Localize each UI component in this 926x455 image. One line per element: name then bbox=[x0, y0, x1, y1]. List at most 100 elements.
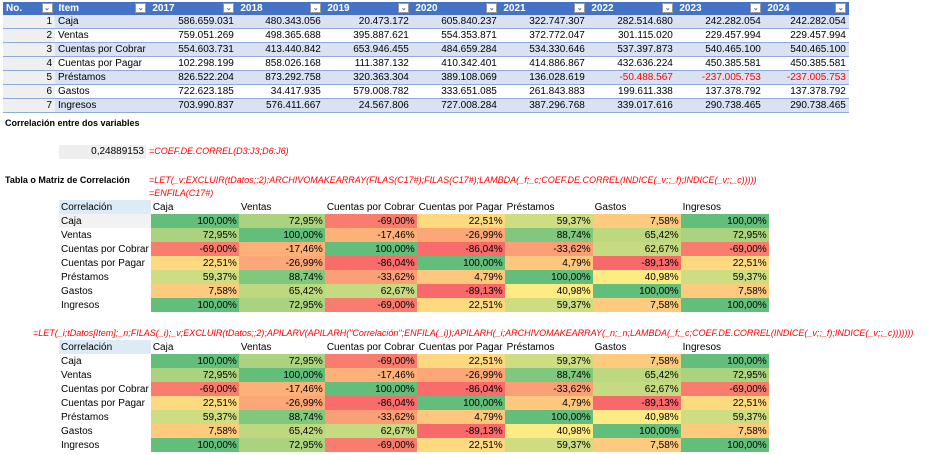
value-cell[interactable]: 450.385.581 bbox=[675, 56, 764, 71]
value-cell[interactable]: 301.115.020 bbox=[587, 28, 676, 43]
matrix-cell[interactable]: -89,13% bbox=[416, 284, 505, 298]
row-number[interactable]: 5 bbox=[3, 70, 55, 85]
matrix-cell[interactable]: 62,67% bbox=[592, 382, 681, 396]
matrix-cell[interactable]: -33,62% bbox=[504, 382, 593, 396]
matrix-cell[interactable]: -17,46% bbox=[324, 228, 417, 242]
matrix-cell[interactable]: 22,51% bbox=[680, 256, 769, 270]
item-cell[interactable]: Gastos bbox=[55, 84, 149, 99]
matrix-cell[interactable]: 65,42% bbox=[238, 424, 325, 438]
matrix-cell[interactable]: 72,95% bbox=[150, 228, 239, 242]
value-cell[interactable]: 480.343.056 bbox=[236, 15, 324, 29]
matrix-cell[interactable]: 7,58% bbox=[592, 214, 681, 228]
matrix-cell[interactable]: 62,67% bbox=[592, 242, 681, 256]
value-cell[interactable]: 576.411.667 bbox=[236, 98, 324, 113]
matrix-cell[interactable]: 65,42% bbox=[238, 284, 325, 298]
filter-dropdown-icon[interactable]: ⌄ bbox=[662, 3, 674, 13]
value-cell[interactable]: 540.465.100 bbox=[675, 42, 764, 57]
matrix-cell[interactable]: 40,98% bbox=[504, 284, 593, 298]
value-cell[interactable]: 858.026.168 bbox=[236, 56, 324, 71]
matrix-cell[interactable]: 4,79% bbox=[504, 396, 593, 410]
value-cell[interactable]: 24.567.806 bbox=[323, 98, 412, 113]
matrix-cell[interactable]: 4,79% bbox=[504, 256, 593, 270]
matrix-cell[interactable]: 7,58% bbox=[592, 354, 681, 368]
matrix-cell[interactable]: 59,37% bbox=[150, 270, 239, 284]
value-cell[interactable]: 534.330.646 bbox=[499, 42, 588, 57]
row-number[interactable]: 7 bbox=[3, 98, 55, 113]
matrix-cell[interactable]: -26,99% bbox=[416, 368, 505, 382]
value-cell[interactable]: 414.886.867 bbox=[499, 56, 588, 71]
value-cell[interactable]: 282.514.680 bbox=[587, 15, 676, 29]
matrix-cell[interactable]: 40,98% bbox=[504, 424, 593, 438]
matrix-cell[interactable]: -33,62% bbox=[324, 410, 417, 424]
value-cell[interactable]: 320.363.304 bbox=[323, 70, 412, 85]
matrix-cell[interactable]: 100,00% bbox=[680, 298, 769, 312]
value-cell[interactable]: 111.387.132 bbox=[323, 56, 412, 71]
value-cell[interactable]: 261.843.883 bbox=[499, 84, 588, 99]
matrix-cell[interactable]: 100,00% bbox=[150, 438, 239, 452]
value-cell[interactable]: 242.282.054 bbox=[675, 15, 764, 29]
matrix-cell[interactable]: 100,00% bbox=[238, 228, 325, 242]
matrix-cell[interactable]: 100,00% bbox=[592, 284, 681, 298]
matrix-cell[interactable]: 100,00% bbox=[504, 270, 593, 284]
matrix-cell[interactable]: -69,00% bbox=[324, 214, 417, 228]
matrix-cell[interactable]: -89,13% bbox=[592, 396, 681, 410]
value-cell[interactable]: 653.946.455 bbox=[323, 42, 412, 57]
matrix-cell[interactable]: 72,95% bbox=[238, 298, 325, 312]
matrix-cell[interactable]: 59,37% bbox=[504, 354, 593, 368]
matrix-cell[interactable]: 59,37% bbox=[504, 298, 593, 312]
matrix-cell[interactable]: 7,58% bbox=[150, 424, 239, 438]
value-cell[interactable]: 498.365.688 bbox=[236, 28, 324, 43]
matrix-cell[interactable]: 7,58% bbox=[680, 284, 769, 298]
value-cell[interactable]: 727.008.284 bbox=[411, 98, 500, 113]
matrix-cell[interactable]: -86,04% bbox=[416, 382, 505, 396]
value-cell[interactable]: 410.342.401 bbox=[411, 56, 500, 71]
matrix-cell[interactable]: 22,51% bbox=[150, 256, 239, 270]
matrix-cell[interactable]: 7,58% bbox=[150, 284, 239, 298]
matrix-cell[interactable]: 100,00% bbox=[324, 242, 417, 256]
matrix-cell[interactable]: 65,42% bbox=[592, 228, 681, 242]
matrix-cell[interactable]: -89,13% bbox=[592, 256, 681, 270]
value-cell[interactable]: 322.747.307 bbox=[499, 15, 588, 29]
matrix-cell[interactable]: 100,00% bbox=[680, 214, 769, 228]
value-cell[interactable]: 722.623.185 bbox=[148, 84, 237, 99]
matrix-cell[interactable]: -69,00% bbox=[324, 438, 417, 452]
value-cell[interactable]: 136.028.619 bbox=[499, 70, 588, 85]
matrix-cell[interactable]: -17,46% bbox=[238, 382, 325, 396]
value-cell[interactable]: 229.457.994 bbox=[675, 28, 764, 43]
matrix-cell[interactable]: 100,00% bbox=[324, 382, 417, 396]
row-number[interactable]: 1 bbox=[3, 15, 55, 29]
matrix-cell[interactable]: 100,00% bbox=[592, 424, 681, 438]
matrix-cell[interactable]: -69,00% bbox=[680, 242, 769, 256]
matrix-cell[interactable]: 72,95% bbox=[238, 438, 325, 452]
value-cell[interactable]: 605.840.237 bbox=[411, 15, 500, 29]
item-cell[interactable]: Caja bbox=[55, 15, 149, 29]
matrix-cell[interactable]: 88,74% bbox=[504, 228, 593, 242]
value-cell[interactable]: 450.385.581 bbox=[763, 56, 849, 71]
filter-dropdown-icon[interactable]: ⌄ bbox=[398, 3, 410, 13]
value-cell[interactable]: 290.738.465 bbox=[675, 98, 764, 113]
value-cell[interactable]: 554.603.731 bbox=[148, 42, 237, 57]
matrix-cell[interactable]: 7,58% bbox=[680, 424, 769, 438]
matrix-cell[interactable]: 4,79% bbox=[416, 410, 505, 424]
row-number[interactable]: 3 bbox=[3, 42, 55, 57]
matrix-cell[interactable]: 88,74% bbox=[504, 368, 593, 382]
value-cell[interactable]: -237.005.753 bbox=[763, 70, 849, 85]
filter-dropdown-icon[interactable]: ⌄ bbox=[486, 3, 498, 13]
value-cell[interactable]: 137.378.792 bbox=[675, 84, 764, 99]
matrix-cell[interactable]: 59,37% bbox=[680, 410, 769, 424]
matrix-cell[interactable]: -69,00% bbox=[324, 354, 417, 368]
value-cell[interactable]: 372.772.047 bbox=[499, 28, 588, 43]
matrix-cell[interactable]: 100,00% bbox=[150, 214, 239, 228]
matrix-cell[interactable]: -17,46% bbox=[324, 368, 417, 382]
value-cell[interactable]: 395.887.621 bbox=[323, 28, 412, 43]
matrix-cell[interactable]: 72,95% bbox=[238, 354, 325, 368]
value-cell[interactable]: -237.005.753 bbox=[675, 70, 764, 85]
value-cell[interactable]: 432.636.224 bbox=[587, 56, 676, 71]
matrix-cell[interactable]: -33,62% bbox=[504, 242, 593, 256]
matrix-cell[interactable]: 7,58% bbox=[592, 438, 681, 452]
matrix-cell[interactable]: 22,51% bbox=[416, 354, 505, 368]
matrix-cell[interactable]: -86,04% bbox=[324, 256, 417, 270]
matrix-cell[interactable]: 7,58% bbox=[592, 298, 681, 312]
matrix-cell[interactable]: -89,13% bbox=[416, 424, 505, 438]
matrix-cell[interactable]: 100,00% bbox=[150, 354, 239, 368]
